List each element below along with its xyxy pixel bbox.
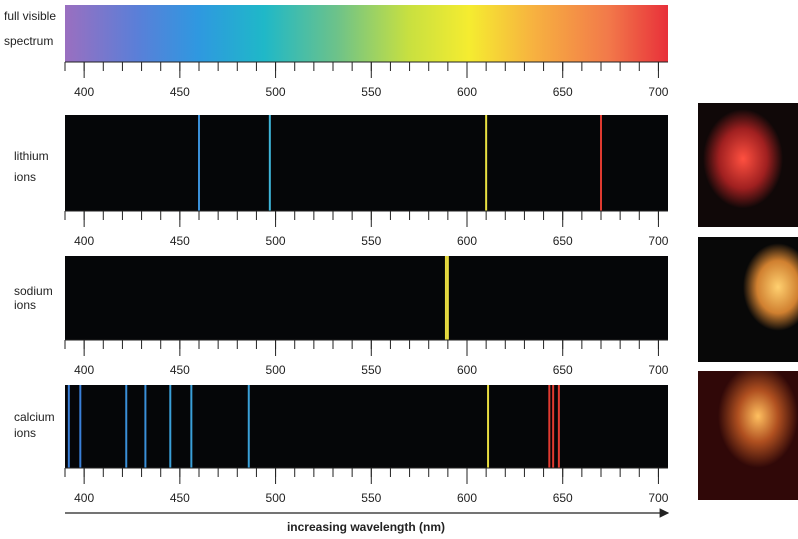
x-tick-label: 400	[74, 234, 94, 248]
x-tick-label: 550	[361, 85, 381, 99]
x-tick-label: 650	[553, 491, 573, 505]
panel-label: spectrum	[4, 34, 53, 48]
spectrum-band	[65, 5, 668, 62]
spectrum-background	[65, 256, 668, 340]
sodium-flame-photo	[698, 237, 798, 362]
x-tick-label: 450	[170, 85, 190, 99]
x-axis-label: increasing wavelength (nm)	[287, 520, 445, 534]
panel-label: sodium	[14, 284, 53, 298]
panel-label: lithium	[14, 149, 49, 163]
x-tick-label: 500	[266, 363, 286, 377]
x-tick-label: 600	[457, 491, 477, 505]
spectrum-background	[65, 115, 668, 211]
calcium-flame-photo	[698, 371, 798, 500]
panel-label: ions	[14, 298, 36, 312]
lithium-flame-photo	[698, 103, 798, 227]
x-tick-label: 600	[457, 234, 477, 248]
panel-label: ions	[14, 426, 36, 440]
x-tick-label: 550	[361, 234, 381, 248]
x-tick-label: 550	[361, 363, 381, 377]
x-tick-label: 600	[457, 363, 477, 377]
x-tick-label: 500	[266, 491, 286, 505]
x-tick-label: 500	[266, 234, 286, 248]
x-tick-label: 550	[361, 491, 381, 505]
x-tick-label: 700	[648, 491, 668, 505]
x-tick-label: 700	[648, 85, 668, 99]
x-tick-label: 400	[74, 85, 94, 99]
x-tick-label: 400	[74, 491, 94, 505]
x-tick-label: 700	[648, 363, 668, 377]
x-tick-label: 400	[74, 363, 94, 377]
x-tick-label: 650	[553, 85, 573, 99]
x-tick-label: 500	[266, 85, 286, 99]
x-tick-label: 650	[553, 363, 573, 377]
panel-label: ions	[14, 170, 36, 184]
panel-label: calcium	[14, 410, 55, 424]
panel-label: full visible	[4, 9, 56, 23]
x-tick-label: 450	[170, 363, 190, 377]
x-tick-label: 600	[457, 85, 477, 99]
x-tick-label: 450	[170, 234, 190, 248]
x-tick-label: 450	[170, 491, 190, 505]
spectrum-background	[65, 385, 668, 468]
x-tick-label: 700	[648, 234, 668, 248]
x-tick-label: 650	[553, 234, 573, 248]
